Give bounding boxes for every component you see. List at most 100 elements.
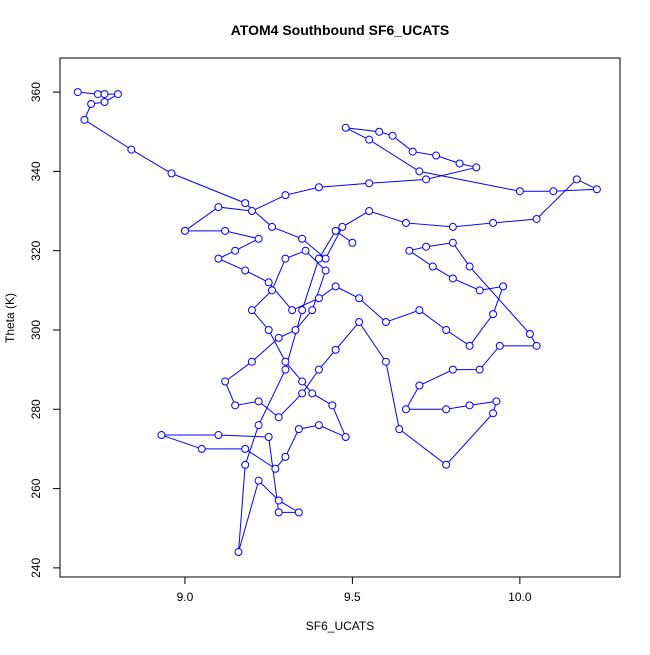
point	[489, 310, 498, 319]
point	[515, 187, 524, 196]
point	[338, 222, 347, 231]
point	[247, 357, 256, 366]
point	[341, 433, 350, 442]
point	[281, 365, 290, 374]
point	[489, 409, 498, 418]
point	[428, 262, 437, 271]
point	[80, 115, 89, 124]
point	[592, 185, 601, 194]
point	[247, 306, 256, 315]
point	[331, 345, 340, 354]
point	[465, 341, 474, 350]
point	[214, 203, 223, 212]
point	[241, 199, 250, 208]
point	[298, 389, 307, 398]
point	[100, 98, 109, 107]
x-tick-label: 9.5	[344, 590, 361, 604]
point	[525, 329, 534, 338]
point	[375, 127, 384, 136]
x-tick-label: 10.0	[508, 590, 532, 604]
point	[264, 433, 273, 442]
point	[572, 175, 581, 184]
point	[298, 234, 307, 243]
point	[314, 421, 323, 430]
point	[549, 187, 558, 196]
point	[294, 508, 303, 517]
point	[308, 389, 317, 398]
point	[532, 214, 541, 223]
point	[442, 405, 451, 414]
point	[274, 333, 283, 342]
point	[331, 282, 340, 291]
point	[231, 401, 240, 410]
point	[415, 306, 424, 315]
point	[241, 460, 250, 469]
point	[221, 226, 230, 235]
point	[314, 365, 323, 374]
point	[365, 179, 374, 188]
point	[180, 226, 189, 235]
point	[495, 341, 504, 350]
point	[448, 274, 457, 283]
point	[465, 401, 474, 410]
y-tick-label: 360	[29, 82, 43, 102]
point	[442, 460, 451, 469]
point	[321, 254, 330, 263]
point	[234, 548, 243, 557]
point	[365, 207, 374, 216]
point	[415, 167, 424, 176]
point	[87, 99, 96, 108]
point	[314, 294, 323, 303]
point	[331, 226, 340, 235]
point	[291, 325, 300, 334]
point	[157, 431, 166, 440]
y-tick-label: 340	[29, 161, 43, 181]
x-tick-label: 9.0	[177, 590, 194, 604]
point	[422, 242, 431, 251]
point	[381, 357, 390, 366]
point	[381, 318, 390, 327]
point	[254, 397, 263, 406]
point	[281, 452, 290, 461]
point	[401, 218, 410, 227]
point	[113, 90, 122, 99]
point	[442, 325, 451, 334]
point	[365, 135, 374, 144]
point	[274, 413, 283, 422]
y-tick-label: 320	[29, 240, 43, 260]
point	[475, 286, 484, 295]
point	[448, 222, 457, 231]
point	[489, 218, 498, 227]
point	[314, 183, 323, 192]
point	[408, 147, 417, 156]
point	[328, 401, 337, 410]
point	[415, 381, 424, 390]
point	[401, 405, 410, 414]
point	[532, 341, 541, 350]
point	[197, 444, 206, 453]
point	[395, 425, 404, 434]
point	[268, 286, 277, 295]
chart-title: ATOM4 Southbound SF6_UCATS	[231, 22, 450, 38]
point	[167, 169, 176, 178]
point	[247, 207, 256, 216]
point	[281, 191, 290, 200]
point	[301, 246, 310, 255]
point	[448, 238, 457, 247]
point	[281, 254, 290, 263]
point	[268, 222, 277, 231]
point	[241, 444, 250, 453]
y-tick-label: 280	[29, 399, 43, 419]
y-tick-label: 300	[29, 320, 43, 340]
point	[254, 234, 263, 243]
point	[448, 365, 457, 374]
point	[294, 425, 303, 434]
point	[341, 123, 350, 132]
point	[73, 88, 82, 97]
point	[298, 377, 307, 386]
point	[231, 246, 240, 255]
point	[348, 238, 357, 247]
point	[499, 282, 508, 291]
